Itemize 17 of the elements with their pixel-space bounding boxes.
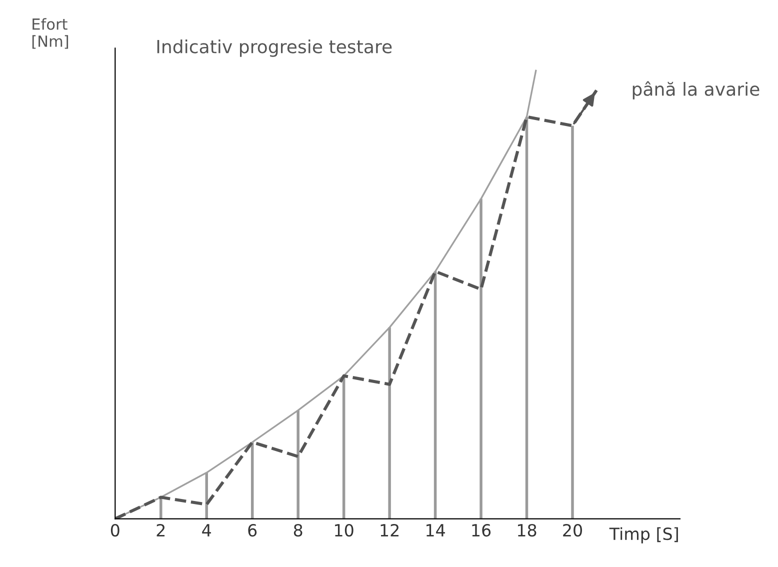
x-tick-label: 8: [294, 524, 302, 537]
x-axis-title: Timp [S]: [609, 527, 678, 544]
x-tick-label: 16: [472, 524, 491, 537]
x-tick-label: 0: [110, 524, 120, 537]
x-tick-label: 10: [335, 524, 354, 537]
chart-title: Indicativ progresie testare: [157, 39, 392, 57]
x-tick-label: 2: [156, 524, 165, 536]
x-tick-label: 12: [380, 524, 398, 536]
x-tick-label: 6: [248, 524, 257, 537]
x-tick-label: 4: [202, 524, 211, 536]
x-tick-label: 14: [426, 524, 445, 536]
bar: [571, 126, 574, 519]
bar: [160, 497, 162, 519]
y-axis-title: Efort [Nm]: [32, 18, 68, 49]
x-tick-label: 18: [518, 524, 536, 537]
annotation: până la avarie: [632, 81, 760, 100]
x-tick-label: 20: [563, 524, 582, 537]
